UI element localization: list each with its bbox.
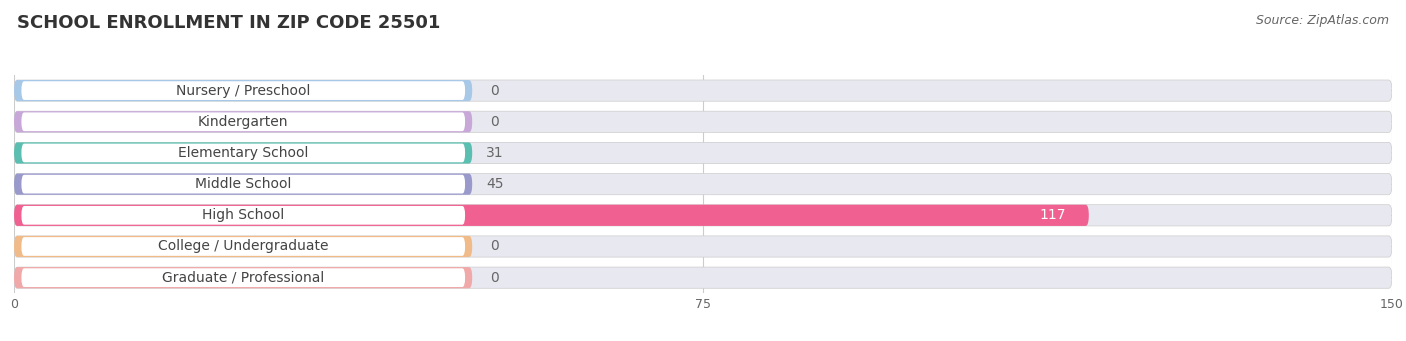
FancyBboxPatch shape — [14, 236, 472, 257]
FancyBboxPatch shape — [21, 175, 465, 193]
Text: High School: High School — [202, 208, 284, 222]
FancyBboxPatch shape — [21, 237, 465, 256]
FancyBboxPatch shape — [14, 174, 1392, 195]
FancyBboxPatch shape — [14, 267, 1392, 288]
Text: 0: 0 — [491, 115, 499, 129]
FancyBboxPatch shape — [14, 236, 1392, 257]
FancyBboxPatch shape — [21, 113, 465, 131]
FancyBboxPatch shape — [14, 142, 472, 164]
FancyBboxPatch shape — [21, 81, 465, 100]
Text: 117: 117 — [1039, 208, 1066, 222]
Text: College / Undergraduate: College / Undergraduate — [157, 239, 329, 253]
FancyBboxPatch shape — [14, 80, 1392, 101]
FancyBboxPatch shape — [21, 144, 465, 162]
FancyBboxPatch shape — [14, 205, 1088, 226]
Text: 0: 0 — [491, 84, 499, 98]
Text: Source: ZipAtlas.com: Source: ZipAtlas.com — [1256, 14, 1389, 27]
Text: 31: 31 — [486, 146, 503, 160]
Text: SCHOOL ENROLLMENT IN ZIP CODE 25501: SCHOOL ENROLLMENT IN ZIP CODE 25501 — [17, 14, 440, 32]
FancyBboxPatch shape — [14, 111, 1392, 132]
FancyBboxPatch shape — [14, 205, 1392, 226]
FancyBboxPatch shape — [14, 267, 472, 288]
FancyBboxPatch shape — [14, 111, 472, 132]
FancyBboxPatch shape — [14, 80, 472, 101]
Text: Kindergarten: Kindergarten — [198, 115, 288, 129]
FancyBboxPatch shape — [21, 268, 465, 287]
Text: Middle School: Middle School — [195, 177, 291, 191]
FancyBboxPatch shape — [14, 142, 1392, 164]
FancyBboxPatch shape — [14, 174, 472, 195]
Text: Nursery / Preschool: Nursery / Preschool — [176, 84, 311, 98]
Text: 0: 0 — [491, 271, 499, 285]
Text: 0: 0 — [491, 239, 499, 253]
Text: Elementary School: Elementary School — [179, 146, 308, 160]
FancyBboxPatch shape — [21, 206, 465, 225]
Text: 45: 45 — [486, 177, 503, 191]
Text: Graduate / Professional: Graduate / Professional — [162, 271, 325, 285]
